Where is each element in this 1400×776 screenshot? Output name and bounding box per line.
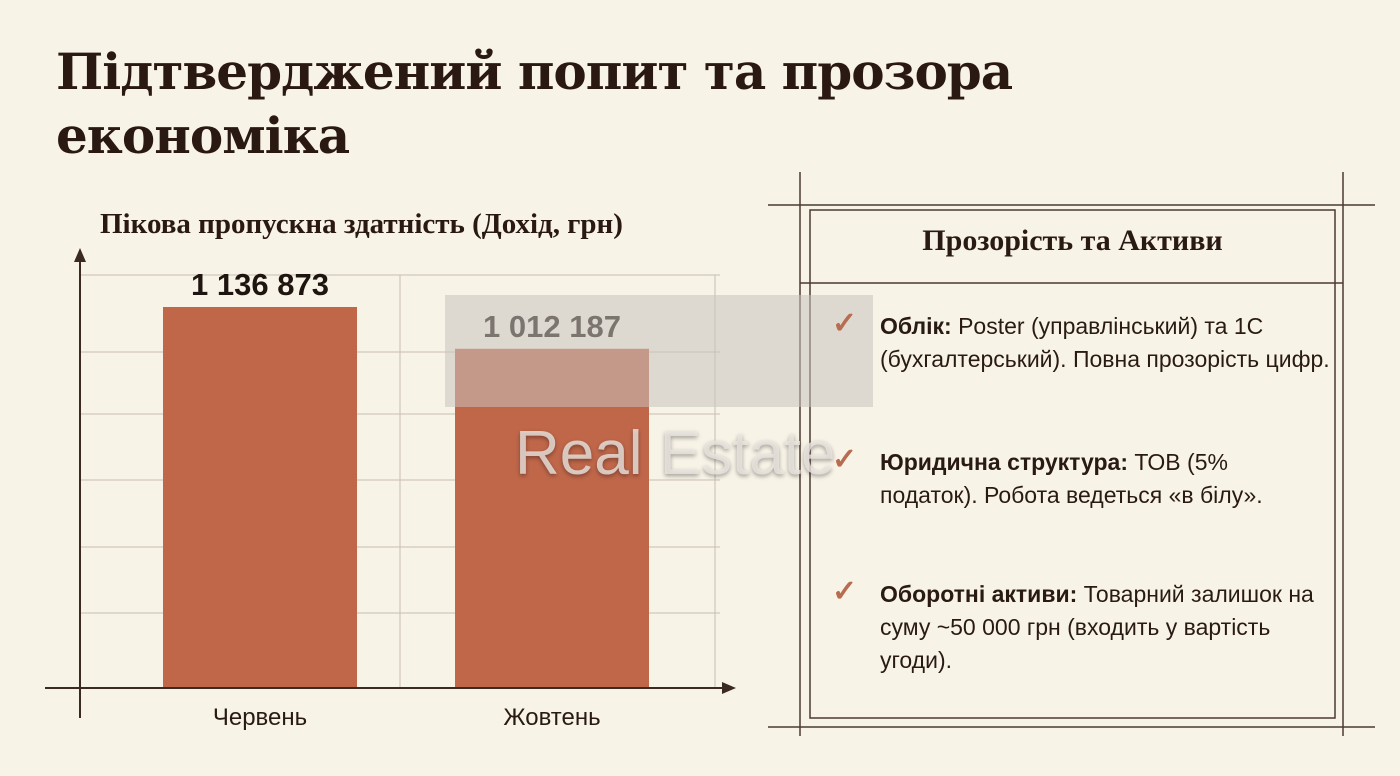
panel-frame [768, 172, 1375, 736]
item-label: Юридична структура: [880, 449, 1129, 475]
axes [45, 248, 736, 718]
x-tick-label: Червень [213, 704, 307, 731]
item-label: Облік: [880, 313, 952, 339]
item-text: Poster (управлінський) та 1С (бухгалтерс… [880, 313, 1330, 372]
checkmark-icon: ✓ [832, 443, 858, 476]
watermark-logo [445, 295, 873, 407]
panel-title: Прозорість та Активи [922, 224, 1223, 257]
watermark-text: Real Estate [515, 419, 836, 488]
page-title: Підтверджений попит та прозора економіка [56, 42, 1013, 165]
x-tick-label: Жовтень [503, 704, 600, 731]
x-axis-arrow [722, 682, 736, 694]
list-item: Юридична структура: ТОВ (5% податок). Ро… [880, 446, 1330, 512]
item-text: ТОВ (5% податок). Робота ведеться «в біл… [880, 449, 1263, 508]
checkmark-icon: ✓ [832, 575, 858, 608]
item-text: Товарний залишок на суму ~50 000 грн (вх… [880, 581, 1314, 673]
bar-1 [163, 307, 357, 688]
data-label: 1 136 873 [191, 267, 329, 302]
y-axis-arrow [74, 248, 86, 262]
list-item: Оборотні активи: Товарний залишок на сум… [880, 578, 1330, 677]
checkmark-icon: ✓ [832, 307, 858, 340]
list-item: Облік: Poster (управлінський) та 1С (бух… [880, 310, 1330, 376]
item-label: Оборотні активи: [880, 581, 1078, 607]
chart-title: Пікова пропускна здатність (Дохід, грн) [100, 208, 623, 240]
